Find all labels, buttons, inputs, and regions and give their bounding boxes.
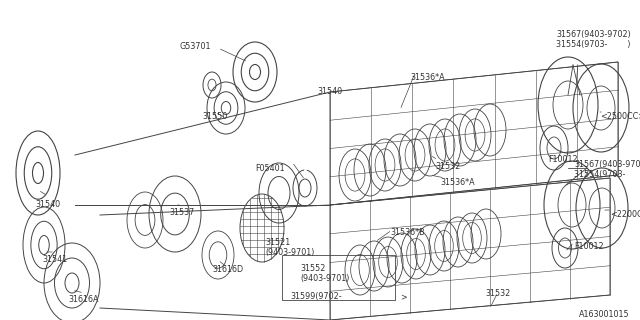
Text: 31541: 31541 <box>42 255 68 264</box>
Text: G53701: G53701 <box>179 42 211 51</box>
Text: <2500CC>: <2500CC> <box>600 112 640 121</box>
Text: 31532: 31532 <box>435 162 460 171</box>
Text: 31567(9403-9702)
31554(9703-        ): 31567(9403-9702) 31554(9703- ) <box>574 160 640 180</box>
Text: 31616A: 31616A <box>68 295 99 304</box>
Text: F10012: F10012 <box>574 242 604 251</box>
Text: 31537: 31537 <box>170 208 195 217</box>
Text: 31521
(9403-9701): 31521 (9403-9701) <box>265 238 314 257</box>
Text: >: > <box>400 292 407 301</box>
Text: 31536*A: 31536*A <box>410 73 445 82</box>
Text: 31536*B: 31536*B <box>390 228 424 237</box>
Text: F10012: F10012 <box>548 155 578 164</box>
Text: 31599(9702-: 31599(9702- <box>290 292 342 301</box>
Text: 31540: 31540 <box>317 87 342 96</box>
Text: 31616D: 31616D <box>212 265 244 274</box>
Text: 31536*A: 31536*A <box>440 178 475 187</box>
Text: 31567(9403-9702)
31554(9703-        ): 31567(9403-9702) 31554(9703- ) <box>556 30 631 49</box>
Text: 31550: 31550 <box>202 112 228 121</box>
Text: <2200CC>: <2200CC> <box>610 210 640 219</box>
Text: 31552
(9403-9701): 31552 (9403-9701) <box>300 264 349 284</box>
Text: A163001015: A163001015 <box>579 310 630 319</box>
Text: F05401: F05401 <box>255 164 285 173</box>
Text: 31532: 31532 <box>485 289 511 298</box>
Text: 31540: 31540 <box>35 200 61 209</box>
